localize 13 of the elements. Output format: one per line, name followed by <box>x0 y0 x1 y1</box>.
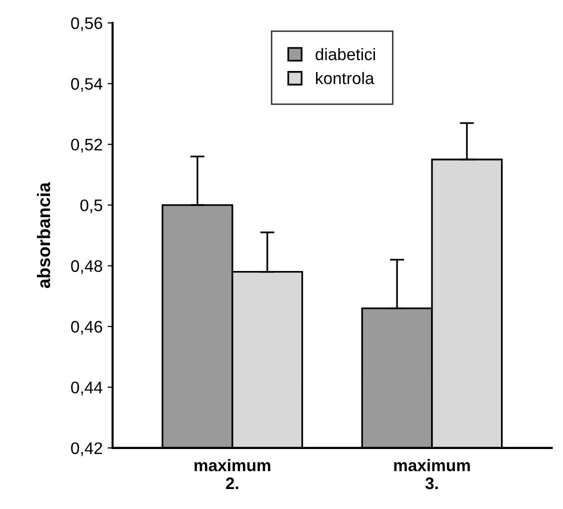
y-tick-label: 0,5 <box>80 199 102 214</box>
x-tick-label: maximum 2. <box>194 459 270 490</box>
y-tick-label: 0,48 <box>71 260 102 274</box>
y-tick-label: 0,56 <box>71 17 102 32</box>
legend-label: kontrola <box>316 72 374 84</box>
y-tick-label: 0,46 <box>71 320 102 335</box>
legend-label: diabetici <box>316 48 375 60</box>
y-tick-label: 0,42 <box>71 442 102 456</box>
y-axis-title: absorbancia <box>36 182 50 288</box>
y-tick-label: 0,52 <box>71 138 102 153</box>
x-tick-label: maximum 3. <box>394 459 470 490</box>
y-tick-label: 0,54 <box>71 78 102 92</box>
y-tick-label: 0,44 <box>71 382 102 396</box>
